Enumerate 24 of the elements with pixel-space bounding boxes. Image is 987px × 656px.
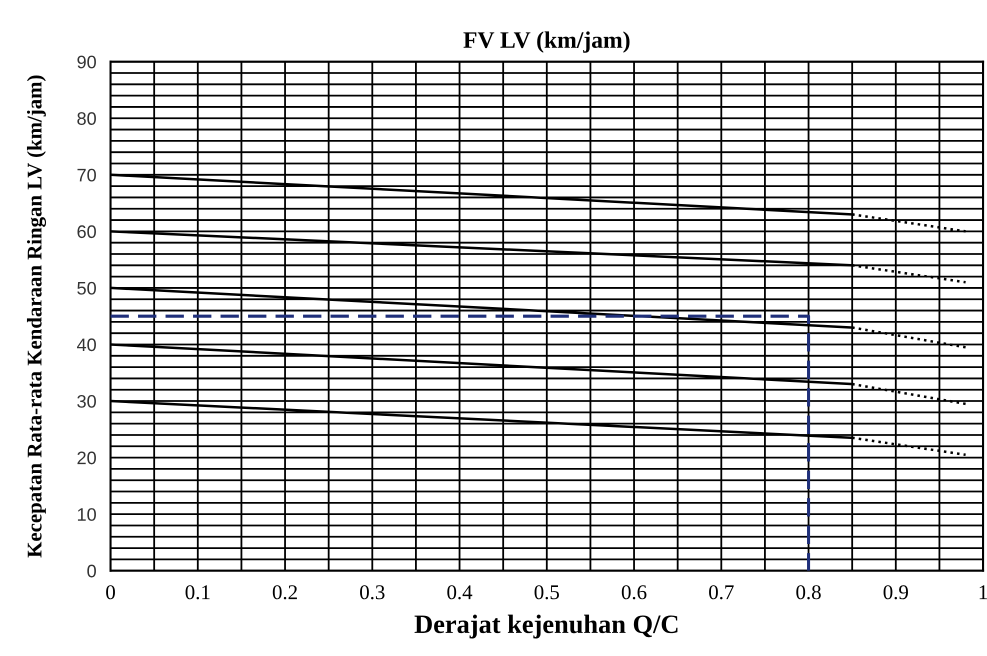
x-tick-label: 0	[106, 585, 115, 600]
y-tick-label: 50	[77, 282, 96, 295]
y-tick-label: 70	[78, 168, 96, 182]
y-tick-label: 0	[87, 564, 96, 578]
x-tick-label: 0.5	[534, 585, 560, 600]
chart-title: FV LV (km/jam)	[463, 31, 630, 53]
x-tick-label: 0.6	[622, 585, 646, 600]
y-tick-label: 60	[77, 225, 96, 238]
y-tick-label: 40	[76, 338, 96, 352]
y-axis-title: Kecepatan Rata-rata Kendaraan Ringan LV (km/jam)	[26, 75, 46, 558]
y-tick-label: 10	[78, 508, 96, 521]
y-tick-label: 90	[77, 56, 96, 68]
y-tick-label: 20	[77, 452, 96, 464]
x-tick-label: 0.9	[884, 585, 908, 600]
x-tick-label: 0.3	[360, 585, 385, 600]
y-tick-label: 30	[77, 394, 96, 408]
x-tick-label: 0.2	[272, 585, 297, 600]
x-axis-title: Derajat kejenuhan Q/C	[414, 614, 678, 639]
x-tick-label: 0.8	[796, 585, 821, 600]
x-tick-label: 0.7	[709, 585, 734, 600]
y-tick-label: 80	[77, 112, 96, 125]
x-tick-label: 0.1	[186, 585, 210, 600]
x-tick-label: 1	[980, 585, 987, 600]
x-tick-label: 0.4	[447, 585, 472, 600]
